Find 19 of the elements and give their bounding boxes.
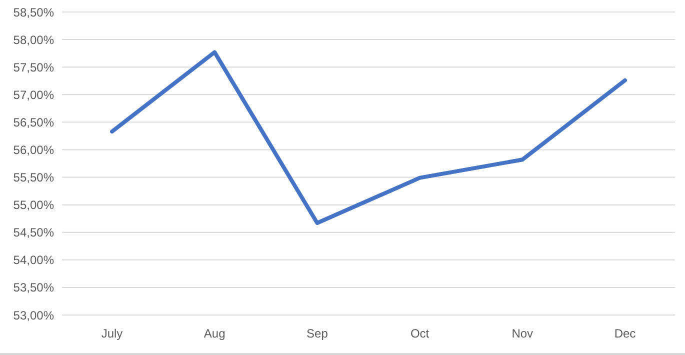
x-tick-label: Sep [306, 326, 328, 341]
x-tick-label: Nov [512, 326, 534, 341]
y-tick-label: 57,50% [13, 60, 54, 74]
x-tick-label: July [101, 326, 123, 341]
x-tick-label: Oct [410, 326, 430, 341]
y-tick-label: 58,50% [13, 5, 54, 20]
y-tick-label: 56,00% [13, 142, 54, 157]
y-tick-label: 58,00% [13, 32, 54, 47]
x-tick-label: Aug [204, 326, 226, 341]
y-tick-label: 53,50% [13, 280, 54, 295]
y-tick-label: 55,00% [13, 198, 54, 212]
line-series [110, 50, 627, 225]
y-tick-label: 53,00% [13, 308, 54, 322]
y-tick-label: 54,00% [13, 253, 54, 268]
y-tick-label: 57,00% [13, 88, 54, 102]
y-tick-label: 55,50% [13, 170, 54, 185]
y-tick-label: 54,50% [13, 226, 54, 240]
y-tick-label: 56,50% [13, 115, 54, 130]
x-tick-label: Dec [614, 326, 636, 341]
